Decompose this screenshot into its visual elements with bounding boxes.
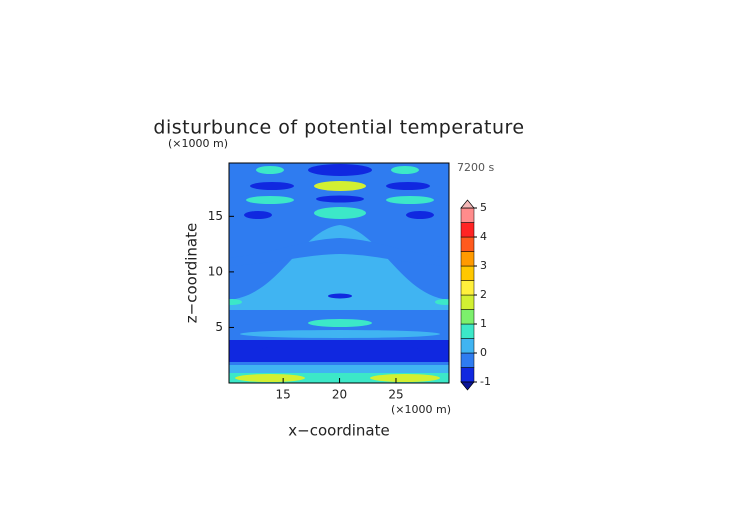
y-tick-label: 10	[208, 264, 223, 278]
contour-region	[435, 299, 449, 305]
colorbar-band	[460, 280, 475, 296]
contour-region	[229, 373, 449, 383]
colorbar-tick-label: 0	[480, 346, 487, 359]
plot-frame	[228, 162, 450, 384]
contour-region	[250, 182, 294, 190]
contour-region	[308, 319, 372, 327]
contour-region	[244, 211, 272, 219]
colorbar-tick-label: 2	[480, 288, 487, 301]
contour-region	[314, 207, 366, 219]
x-unit: (×1000 m)	[391, 403, 451, 416]
y-unit: (×1000 m)	[168, 137, 228, 150]
colorbar-band	[460, 222, 475, 238]
y-tick-label: 5	[215, 320, 223, 334]
x-tick-label: 15	[276, 388, 291, 402]
contour-region	[386, 182, 430, 190]
contour-region	[246, 196, 294, 204]
contour-region	[260, 344, 420, 356]
contour-field	[229, 163, 449, 383]
contour-region	[316, 195, 364, 203]
colorbar-tick-label: 1	[480, 317, 487, 330]
contour-region	[229, 299, 242, 305]
colorbar-band	[460, 367, 475, 383]
colorbar-tick-label: 3	[480, 259, 487, 272]
colorbar-under	[460, 381, 475, 391]
colorbar-band	[460, 294, 475, 310]
colorbar-band	[460, 207, 475, 223]
chart-title: disturbunce of potential temperature	[153, 117, 524, 139]
contour-region	[386, 196, 434, 204]
colorbar-tick-label: 4	[480, 230, 487, 243]
colorbar-tick-label: -1	[480, 375, 491, 388]
contour-region	[229, 225, 449, 310]
contour-region	[308, 164, 372, 176]
contour-region	[391, 166, 419, 174]
contour-region	[256, 166, 284, 174]
colorbar-over	[460, 199, 475, 209]
time-label: 7200 s	[457, 161, 494, 174]
colorbar-band	[460, 352, 475, 368]
contour-region	[229, 365, 449, 373]
contour-region	[240, 330, 440, 338]
colorbar-band	[460, 338, 475, 354]
x-tick-label: 20	[332, 388, 347, 402]
x-tick-label: 25	[388, 388, 403, 402]
colorbar-tick-label: 5	[480, 201, 487, 214]
x-axis-title: x−coordinate	[288, 422, 389, 440]
contour-region	[229, 238, 449, 266]
contour-region	[328, 293, 352, 299]
contour-region	[406, 211, 434, 219]
colorbar-band	[460, 251, 475, 267]
contour-region	[235, 374, 305, 382]
y-axis-title: z−coordinate	[183, 223, 201, 323]
colorbar-band	[460, 309, 475, 325]
colorbar-band	[460, 265, 475, 281]
y-tick-label: 15	[208, 209, 223, 223]
contour-region	[314, 181, 366, 191]
colorbar-band	[460, 236, 475, 252]
colorbar-band	[460, 323, 475, 339]
contour-region	[370, 374, 440, 382]
